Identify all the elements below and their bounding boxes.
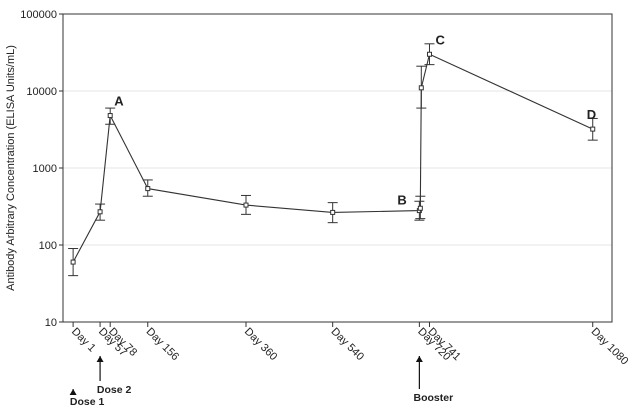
gridlines xyxy=(63,13,612,323)
y-tick-label: 100 xyxy=(39,240,57,252)
dose-label: Dose 2 xyxy=(97,384,132,396)
dose-arrow-head xyxy=(69,389,77,395)
data-point xyxy=(426,51,432,57)
data-point xyxy=(107,113,113,119)
data-point xyxy=(97,209,103,215)
point-annotations: A B C D xyxy=(114,32,596,207)
data-points xyxy=(68,43,598,277)
data-point xyxy=(330,209,336,215)
y-tick-label: 100000 xyxy=(20,9,57,21)
data-point xyxy=(418,85,424,91)
x-tick-label: Day 360 xyxy=(242,326,279,363)
x-tick-label: Day 1 xyxy=(69,326,98,355)
x-tick-label: Day 540 xyxy=(329,326,366,363)
annotation-label: D xyxy=(587,107,596,122)
data-point xyxy=(243,202,249,208)
annotation-label: A xyxy=(114,94,124,109)
data-point xyxy=(417,205,423,211)
dose-arrow-head xyxy=(415,356,423,362)
annotation-label: C xyxy=(435,32,445,47)
y-tick-label: 1000 xyxy=(33,163,57,175)
data-point xyxy=(70,259,76,265)
dose-arrow-head xyxy=(96,356,104,362)
y-tick-label: 10000 xyxy=(26,86,57,98)
series-line xyxy=(72,53,593,263)
annotation-label: B xyxy=(397,193,406,208)
dose-label: Booster xyxy=(414,392,454,404)
y-axis-label: Antibody Arbitrary Concentration (ELISA … xyxy=(5,45,17,291)
x-tick-label: Day 156 xyxy=(144,326,181,363)
x-tick-label: Day 1080 xyxy=(589,326,631,368)
data-point xyxy=(145,186,151,192)
y-tick-label: 10 xyxy=(45,317,57,329)
series-path xyxy=(72,53,593,263)
dose-label: Dose 1 xyxy=(70,396,105,408)
data-point xyxy=(590,126,596,132)
